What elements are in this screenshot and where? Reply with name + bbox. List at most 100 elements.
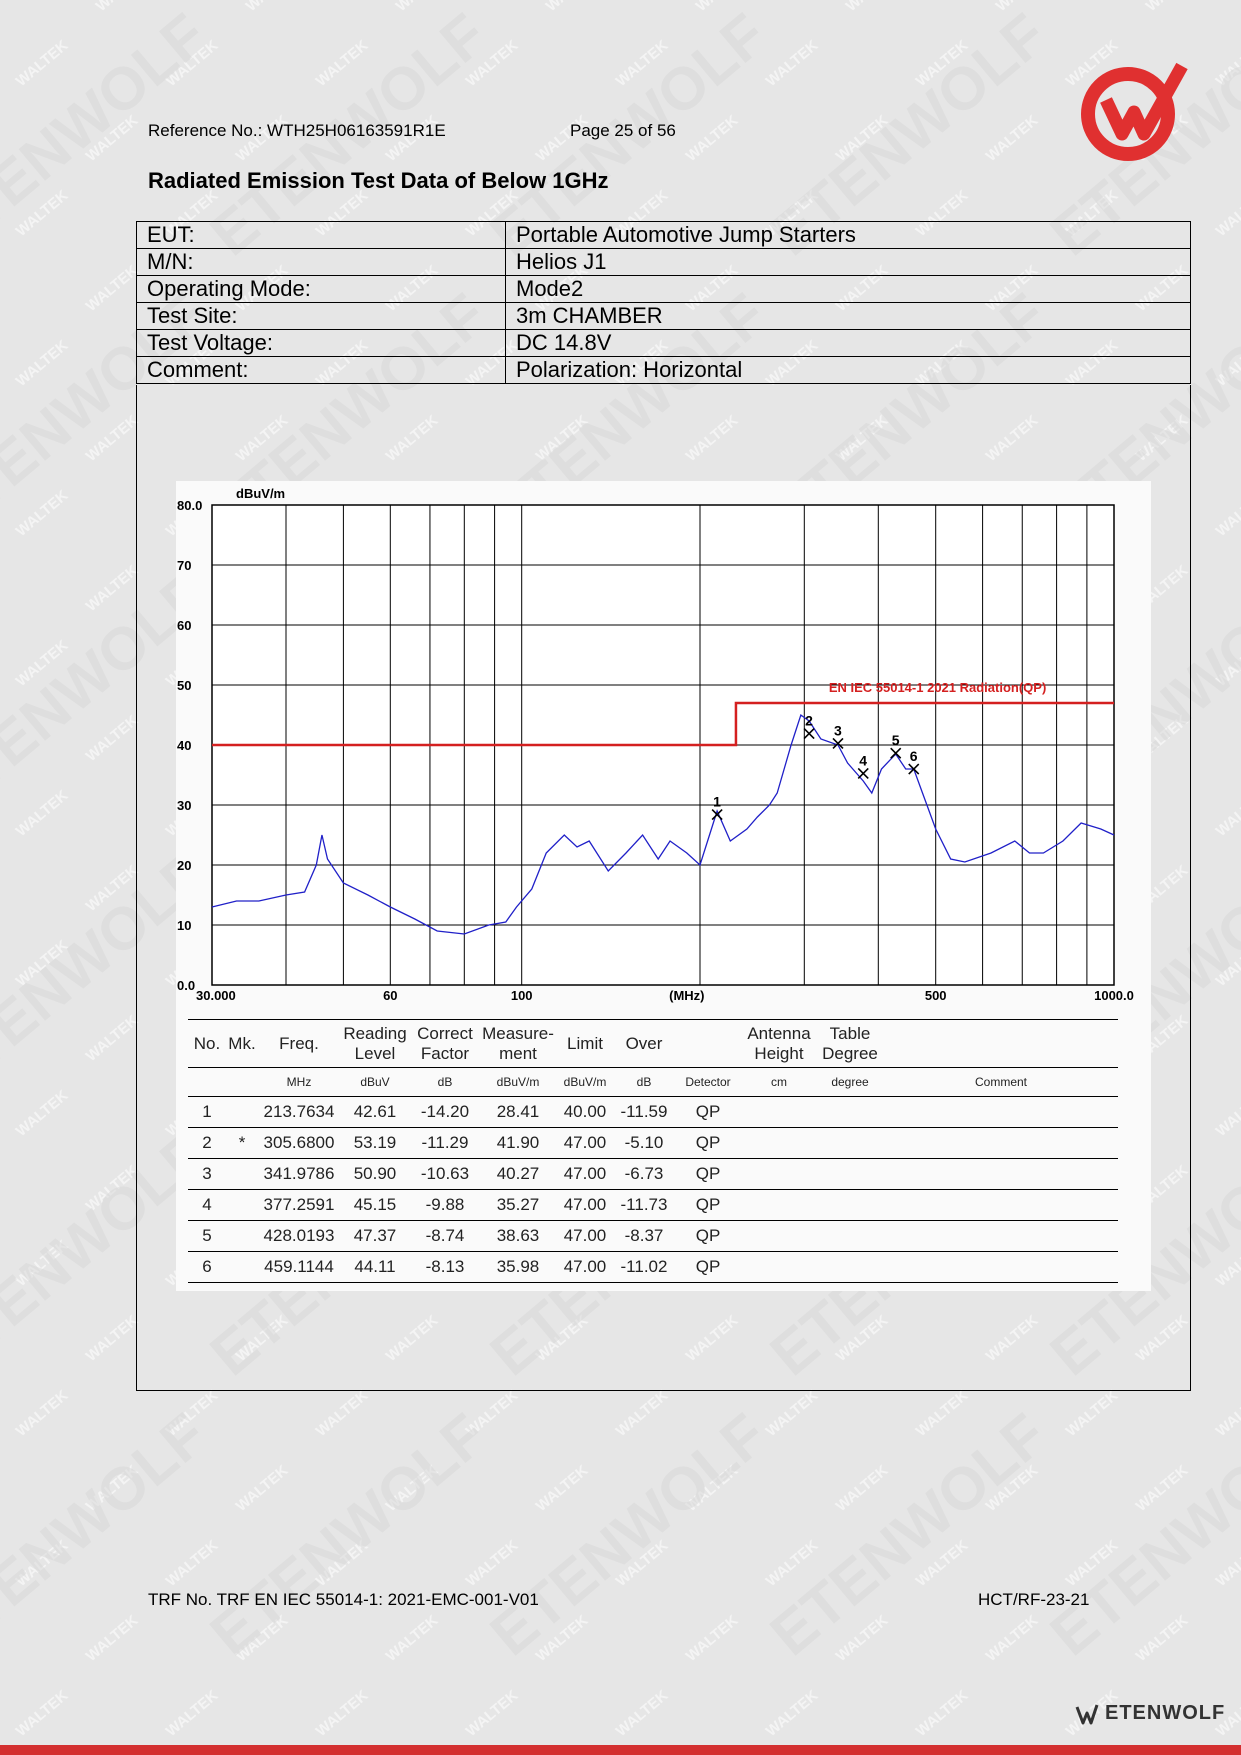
cell-no: 1 [188, 1096, 226, 1128]
peak-marker-label: 3 [834, 722, 842, 738]
cell-measure: 28.41 [480, 1096, 556, 1128]
watermark-text: ETENWOLF [0, 1400, 219, 1669]
unit-no [188, 1067, 226, 1097]
cell-mk: * [226, 1127, 258, 1159]
watermark-text: WALTEK [763, 1686, 822, 1741]
watermark-text: WALTEK [1133, 1611, 1192, 1666]
y-axis-unit: dBuV/m [236, 486, 285, 501]
col-correct: Correct Factor [410, 1019, 480, 1068]
watermark-text: WALTEK [83, 1161, 142, 1216]
cell-over: -11.73 [614, 1189, 674, 1221]
cell-antenna [742, 1096, 816, 1128]
watermark-text: WALTEK [463, 1386, 522, 1441]
peak-marker-label: 2 [805, 713, 813, 729]
cell-freq: 459.1144 [258, 1251, 340, 1283]
cell-over: -6.73 [614, 1158, 674, 1190]
watermark-text: WALTEK [233, 1611, 292, 1666]
col-measure: Measure- ment [480, 1019, 556, 1068]
watermark-text: WALTEK [313, 1386, 372, 1441]
cell-no: 4 [188, 1189, 226, 1221]
table-row: 3 341.9786 50.90 -10.63 40.27 47.00 -6.73 QP [188, 1158, 1118, 1190]
watermark-text: ETENWOLF [477, 1400, 779, 1669]
cell-correct: -10.63 [410, 1158, 480, 1190]
cell-measure: 35.27 [480, 1189, 556, 1221]
footer-accent-bar [0, 1745, 1241, 1755]
watermark-text: WALTEK [13, 1236, 72, 1291]
cell-mk [226, 1096, 258, 1128]
cell-no: 2 [188, 1127, 226, 1159]
watermark-text: WALTEK [1213, 1536, 1241, 1591]
cell-mk [226, 1220, 258, 1252]
watermark-text: WALTEK [1063, 1536, 1122, 1591]
watermark-text: WALTEK [613, 1686, 672, 1741]
info-value: DC 14.8V [505, 329, 1191, 357]
cell-comment [884, 1158, 1118, 1190]
cell-freq: 428.0193 [258, 1220, 340, 1252]
unit-measure: dBuV/m [480, 1067, 556, 1097]
watermark-text: WALTEK [983, 1611, 1042, 1666]
unit-comment: Comment [884, 1067, 1118, 1097]
cell-freq: 341.9786 [258, 1158, 340, 1190]
cell-detector: QP [674, 1127, 742, 1159]
watermark-text: WALTEK [683, 1611, 742, 1666]
info-row: M/N: Helios J1 [136, 248, 1191, 276]
cell-detector: QP [674, 1251, 742, 1283]
watermark-text: WALTEK [1213, 1236, 1241, 1291]
col-antenna: Antenna Height [742, 1019, 816, 1068]
watermark-text: WALTEK [13, 1386, 72, 1441]
watermark-text: ETENWOLF [197, 1400, 499, 1669]
col-over: Over [614, 1019, 674, 1068]
watermark-text: WALTEK [683, 1461, 742, 1516]
emission-trace [211, 713, 1115, 935]
cell-table-degree [816, 1096, 884, 1128]
watermark-text: WALTEK [613, 1386, 672, 1441]
cell-comment [884, 1189, 1118, 1221]
unit-mk [226, 1067, 258, 1097]
page-title: Radiated Emission Test Data of Below 1GH… [148, 168, 609, 193]
cell-detector: QP [674, 1220, 742, 1252]
watermark-text: WALTEK [163, 1386, 222, 1441]
cell-comment [884, 1096, 1118, 1128]
info-label: M/N: [136, 248, 506, 276]
measurement-table: No. Mk. Freq. Reading Level Correct Fact… [188, 1019, 1118, 1283]
watermark-text: WALTEK [913, 1536, 972, 1591]
y-tick-label: 10 [177, 918, 191, 933]
watermark-text: WALTEK [383, 1461, 442, 1516]
peak-marker [711, 808, 723, 821]
cell-reading: 44.11 [340, 1251, 410, 1283]
cell-comment [884, 1220, 1118, 1252]
col-no: No. [188, 1019, 226, 1068]
table-row: 4 377.2591 45.15 -9.88 35.27 47.00 -11.73 QP [188, 1189, 1118, 1221]
watermark-text: WALTEK [1133, 1461, 1192, 1516]
y-tick-label: 40 [177, 738, 191, 753]
col-limit: Limit [556, 1019, 614, 1068]
cell-reading: 47.37 [340, 1220, 410, 1252]
col-comment [884, 1019, 1118, 1068]
info-row: Comment: Polarization: Horizontal [136, 356, 1191, 384]
col-freq: Freq. [258, 1019, 340, 1068]
page-number: Page 25 of 56 [570, 121, 676, 140]
peak-marker-label: 4 [859, 752, 867, 768]
info-value: Polarization: Horizontal [505, 356, 1191, 384]
peak-marker [908, 763, 920, 775]
cell-antenna [742, 1189, 816, 1221]
peak-marker-label: 1 [713, 794, 721, 810]
watermark-text: WALTEK [313, 1536, 372, 1591]
x-tick-label: 500 [925, 988, 947, 1003]
y-tick-label: 70 [177, 558, 191, 573]
watermark-text: WALTEK [913, 1386, 972, 1441]
watermark-text: WALTEK [613, 1536, 672, 1591]
cell-correct: -11.29 [410, 1127, 480, 1159]
cell-detector: QP [674, 1096, 742, 1128]
peak-marker [832, 737, 844, 749]
y-tick-label: 20 [177, 858, 191, 873]
col-mk: Mk. [226, 1019, 258, 1068]
cell-measure: 38.63 [480, 1220, 556, 1252]
info-value: Portable Automotive Jump Starters [505, 221, 1191, 249]
watermark-text: WALTEK [13, 1536, 72, 1591]
trf-number: TRF No. TRF EN IEC 55014-1: 2021-EMC-001… [148, 1590, 539, 1609]
y-tick-label: 60 [177, 618, 191, 633]
cell-limit: 47.00 [556, 1189, 614, 1221]
cell-antenna [742, 1220, 816, 1252]
x-tick-label: 30.000 [196, 988, 236, 1003]
